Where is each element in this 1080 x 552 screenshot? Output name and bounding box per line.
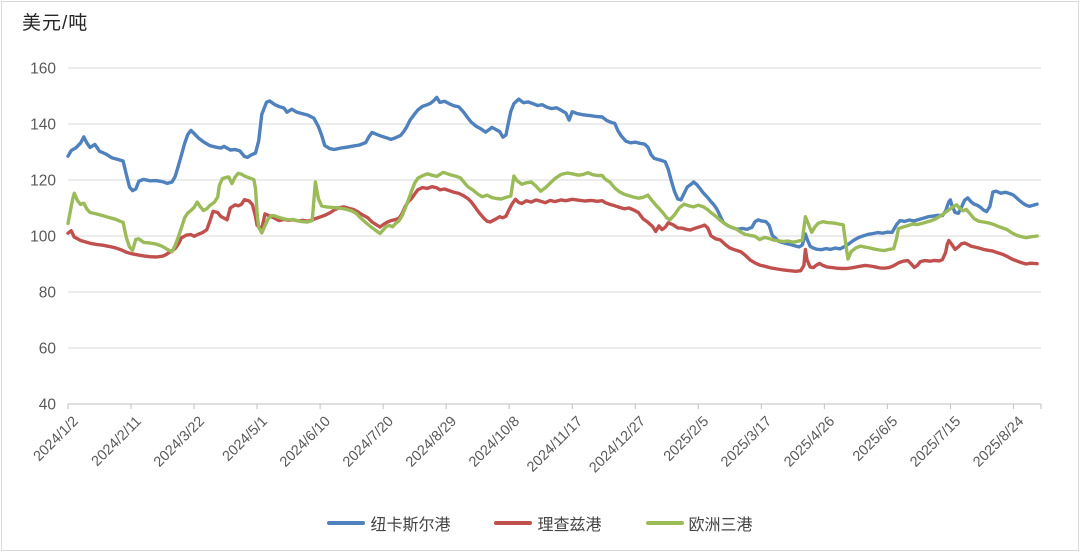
legend-line-swatch-richards-bay — [494, 520, 533, 526]
series-line-richards-bay — [66, 184, 1039, 273]
x-axis-tick-label: 2024/3/22 — [151, 414, 208, 471]
y-axis-tick-label: 120 — [30, 173, 56, 190]
legend-item-newcastle: 纽卡斯尔港 — [327, 511, 450, 535]
x-axis-tick-label: 2025/4/26 — [781, 414, 838, 471]
y-axis-tick-label: 80 — [39, 285, 57, 302]
x-axis-tick-label: 2024/10/8 — [466, 414, 523, 471]
x-axis-tick-label: 2024/11/17 — [524, 414, 586, 476]
legend-label-europe-ara: 欧洲三港 — [688, 517, 753, 534]
series-line-europe-ara — [66, 170, 1039, 261]
x-axis-tick-label: 2024/5/1 — [220, 414, 271, 465]
legend-line-swatch-newcastle — [327, 520, 366, 526]
y-axis-unit-title: 美元/吨 — [22, 13, 89, 34]
legend-item-europe-ara: 欧洲三港 — [645, 511, 753, 535]
legend-label-newcastle: 纽卡斯尔港 — [370, 517, 451, 534]
y-axis-tick-label: 60 — [39, 341, 57, 358]
y-axis-tick-label: 160 — [30, 61, 56, 78]
y-axis-tick-label: 40 — [39, 397, 57, 414]
y-axis-tick-label: 100 — [30, 229, 56, 246]
x-axis-tick-label: 2025/7/15 — [907, 414, 964, 471]
series-line-newcastle — [66, 95, 1039, 252]
x-axis-tick-label: 2024/8/29 — [403, 414, 460, 471]
x-axis-tick-label: 2025/6/5 — [850, 414, 901, 465]
legend-line-swatch-europe-ara — [645, 520, 684, 526]
x-axis-tick-label: 2024/6/10 — [277, 414, 334, 471]
gridlines: 40 60 80 100 120 140 160 — [30, 61, 1041, 414]
x-axis-tick-label: 2024/1/2 — [31, 414, 82, 465]
y-axis-tick-label: 140 — [30, 117, 56, 134]
x-axis-tick-label: 2024/12/27 — [586, 414, 649, 477]
chart-legend: 纽卡斯尔港 理查兹港 欧洲三港 — [0, 507, 1080, 539]
x-axis-tick-label: 2025/8/24 — [970, 414, 1027, 471]
legend-item-richards-bay: 理查兹港 — [494, 511, 602, 535]
legend-label-richards-bay: 理查兹港 — [537, 517, 602, 534]
x-axis-tick-label: 2025/2/5 — [661, 414, 712, 465]
x-axis-tick-label: 2024/7/20 — [340, 414, 397, 471]
x-axis: 2024/1/2 2024/2/11 2024/3/22 2024/5/1 2024/6… — [31, 403, 1042, 477]
x-axis-tick-label: 2025/3/17 — [718, 414, 775, 471]
x-axis-tick-label: 2024/2/11 — [89, 414, 145, 470]
